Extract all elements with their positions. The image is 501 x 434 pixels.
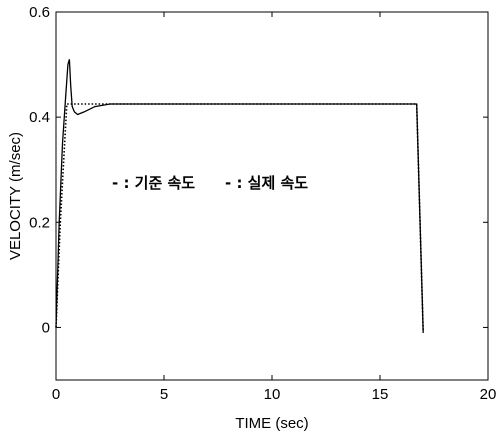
x-tick-label: 10	[264, 386, 281, 403]
x-tick-label: 5	[160, 386, 168, 403]
y-axis-label: VELOCITY (m/sec)	[7, 132, 24, 260]
legend-entry-reference-velocity: - : 기준 속도	[112, 174, 195, 192]
y-tick-label: 0.2	[29, 214, 50, 231]
series-line-actual-velocity	[55, 59, 424, 333]
y-tick-label: 0	[42, 319, 50, 336]
x-tick-label: 0	[52, 386, 60, 403]
x-axis-label: TIME (sec)	[235, 415, 308, 432]
series-line-reference-velocity	[55, 103, 424, 333]
x-tick-label: 20	[480, 386, 497, 403]
legend-entry-actual-velocity: - : 실제 속도	[225, 174, 308, 192]
series-lines	[55, 59, 424, 333]
y-tick-label: 0.4	[29, 109, 50, 126]
x-tick-label: 15	[372, 386, 389, 403]
y-tick-label: 0.6	[29, 4, 50, 21]
x-axis-ticks: 0 5 10 15 20	[52, 12, 497, 403]
y-axis-ticks: 0 0.2 0.4 0.6	[29, 4, 488, 336]
